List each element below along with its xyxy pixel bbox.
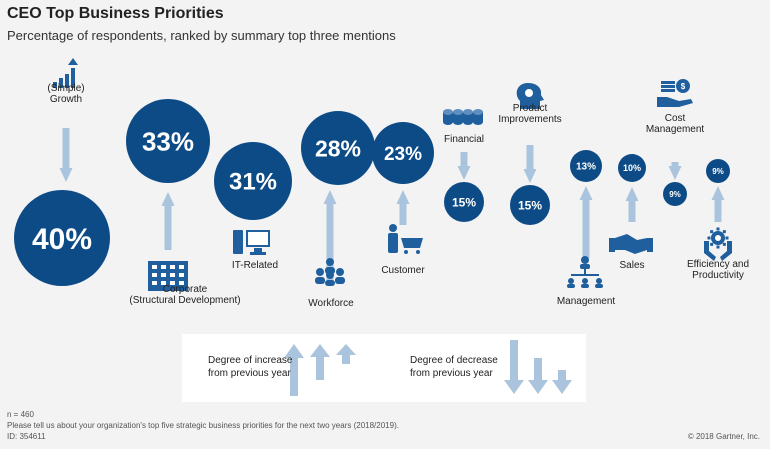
people-group-icon	[315, 258, 345, 286]
trend-legend: Degree of increase from previous year De…	[182, 334, 586, 402]
copyright: © 2018 Gartner, Inc.	[687, 432, 760, 441]
product-improvements-value-label: 15%	[518, 198, 542, 212]
buildings-icon	[148, 261, 188, 291]
sales-value-label: 10%	[623, 163, 641, 173]
financial-bubble	[444, 182, 484, 222]
hand-coins-icon: $	[657, 79, 693, 107]
workforce-bubble	[301, 111, 375, 185]
product-improvements-label: Product Improvements	[498, 103, 561, 125]
sales-label: Sales	[619, 260, 644, 271]
cost-management-value-label: 9%	[669, 190, 681, 199]
efficiency-and-productivity-value-label: 9%	[712, 167, 724, 176]
management-up-arrow-icon	[579, 186, 593, 258]
cost-management-down-arrow-icon	[668, 162, 682, 180]
coins-icon	[443, 109, 483, 125]
org-chart-icon	[567, 256, 603, 288]
corporate-structural-development-up-arrow-icon	[161, 192, 175, 250]
efficiency-and-productivity-bubble	[706, 159, 730, 183]
chart-title: CEO Top Business Priorities	[7, 5, 224, 22]
cost-management-label: Cost Management	[646, 113, 705, 135]
customer-label: Customer	[381, 265, 425, 276]
growth-chart-icon	[53, 58, 78, 88]
it-related-value-label: 31%	[229, 169, 277, 196]
product-improvements-down-arrow-icon	[523, 145, 537, 183]
management-bubble	[570, 150, 602, 182]
chart-subtitle: Percentage of respondents, ranked by sum…	[7, 28, 396, 43]
workforce-value-label: 28%	[315, 135, 361, 161]
customer-bubble	[372, 122, 434, 184]
legend-up-arrow-icon	[284, 344, 356, 396]
customer-value-label: 23%	[384, 144, 422, 165]
simple-growth-label: (Simple) Growth	[47, 83, 84, 105]
gear-hands-icon	[704, 227, 732, 261]
efficiency-and-productivity-up-arrow-icon	[711, 186, 725, 222]
sales-bubble	[618, 154, 646, 182]
legend-arrows	[284, 340, 572, 396]
product-improvements-bubble	[510, 185, 550, 225]
corporate-structural-development-bubble	[126, 99, 210, 183]
legend-increase-label: Degree of increase from previous year	[208, 355, 293, 379]
management-value-label: 13%	[576, 162, 596, 173]
shopping-cart-icon	[388, 224, 423, 254]
legend-decrease-label: Degree of decrease from previous year	[410, 355, 498, 379]
simple-growth-bubble	[14, 190, 110, 286]
legend-down-arrow-icon	[504, 340, 572, 394]
sales-up-arrow-icon	[625, 187, 639, 222]
simple-growth-up-arrow-icon	[59, 128, 73, 182]
workforce-label: Workforce	[308, 298, 354, 309]
corporate-structural-development-value-label: 33%	[142, 126, 194, 156]
chart-id: ID: 354611	[7, 432, 46, 441]
it-related-bubble	[214, 142, 292, 220]
corporate-structural-development-label: Corporate (Structural Development)	[129, 284, 240, 306]
workforce-up-arrow-icon	[323, 190, 337, 282]
idea-head-icon	[516, 83, 544, 109]
survey-question: Please tell us about your organization's…	[7, 421, 399, 430]
it-related-label: IT-Related	[232, 260, 278, 271]
simple-growth-value-label: 40%	[32, 223, 92, 256]
handshake-icon	[609, 234, 653, 254]
financial-label: Financial	[444, 134, 484, 145]
management-label: Management	[557, 296, 616, 307]
svg-text:$: $	[681, 82, 686, 91]
sample-size: n = 460	[7, 410, 34, 419]
financial-value-label: 15%	[452, 195, 476, 209]
efficiency-and-productivity-label: Efficiency and Productivity	[687, 259, 749, 281]
financial-down-arrow-icon	[457, 152, 471, 180]
cost-management-bubble	[663, 182, 687, 206]
customer-up-arrow-icon	[396, 190, 410, 225]
computer-icon	[233, 230, 270, 255]
